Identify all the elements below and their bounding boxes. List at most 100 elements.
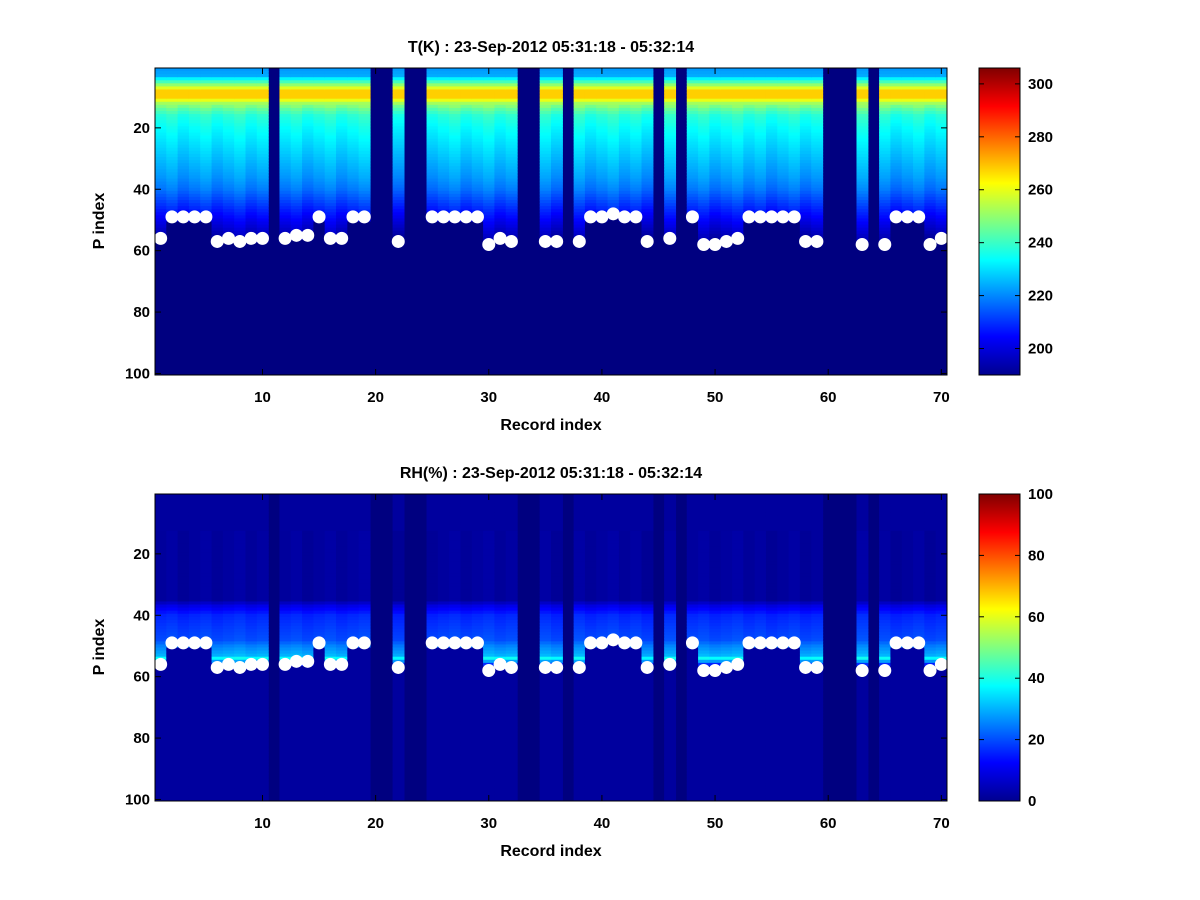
temperature-heatmap-cell [754,252,767,256]
temperature-heatmap-cell [245,307,258,312]
temperature-heatmap-cell [573,332,586,336]
temperature-heatmap-cell [584,150,597,155]
temperature-heatmap-cell [573,172,586,177]
temperature-heatmap-cell [324,206,337,210]
temperature-heatmap-cell [630,258,643,263]
temperature-heatmap-cell [686,187,699,192]
temperature-heatmap-cell [290,200,303,204]
temperature-heatmap-cell [471,227,484,232]
temperature-heatmap-cell [788,365,801,370]
temperature-heatmap-cell [505,328,518,333]
temperature-heatmap-cell [234,249,247,253]
temperature-heatmap-cell [437,147,450,152]
temperature-heatmap-cell [290,242,303,247]
temperature-heatmap-cell [596,350,609,355]
temperature-heatmap-cell [754,123,767,127]
temperature-heatmap-cell [618,347,631,352]
temperature-heatmap-cell [437,295,450,299]
temperature-heatmap-cell [584,233,597,238]
temperature-heatmap-cell [641,362,654,367]
temperature-heatmap-cell [460,160,473,164]
temperature-heatmap-cell [799,114,812,118]
temperature-heatmap-cell [211,150,224,155]
temperature-heatmap-cell [630,236,643,241]
temperature-heatmap-cell [596,126,609,130]
temperature-heatmap-cell [200,233,213,238]
temperature-heatmap-cell [471,141,484,146]
temperature-heatmap-cell [166,86,179,91]
temperature-heatmap-cell [573,249,586,253]
temperature-heatmap-cell [449,187,462,192]
temperature-heatmap-cell [573,356,586,361]
temperature-heatmap-cell [426,206,439,210]
temperature-heatmap-cell [505,292,518,296]
temperature-heatmap-cell [664,68,677,72]
temperature-heatmap-cell [313,236,326,241]
temperature-heatmap-cell [630,175,643,180]
temperature-heatmap-cell [437,365,450,370]
temperature-heatmap-cell [177,80,190,84]
temperature-heatmap-cell [551,101,563,106]
temperature-heatmap-cell [155,279,167,284]
temperature-heatmap-cell [698,267,710,272]
temperature-heatmap-cell [302,273,314,278]
temperature-heatmap-cell [698,101,710,106]
temperature-heatmap-cell [426,92,439,97]
temperature-heatmap-cell [732,301,744,305]
temperature-heatmap-cell [618,190,631,195]
temperature-heatmap-cell [347,316,360,321]
temperature-heatmap-cell [754,365,767,370]
temperature-heatmap-cell [245,304,258,309]
temperature-heatmap-cell [234,332,247,336]
temperature-heatmap-cell [188,129,201,134]
temperature-heatmap-cell [426,298,439,302]
temperature-heatmap-cell [155,322,167,327]
temperature-heatmap-cell [211,68,224,72]
temperature-heatmap-cell [302,310,314,315]
temperature-heatmap-cell [449,264,462,269]
temperature-heatmap-cell [630,110,643,115]
temperature-heatmap-cell [188,242,201,247]
temperature-heatmap-cell [856,92,869,97]
temperature-heatmap-cell [799,261,812,266]
temperature-heatmap-cell [471,264,484,269]
temperature-heatmap-cell [324,273,337,278]
temperature-heatmap-cell [811,104,824,109]
temperature-heatmap-cell [188,181,201,186]
temperature-heatmap-cell [313,338,326,342]
temperature-heatmap-cell [732,190,744,195]
temperature-heatmap-cell [607,258,620,263]
temperature-heatmap-cell [483,200,496,204]
temperature-heatmap-cell [256,187,269,192]
temperature-heatmap-cell [471,132,484,137]
temperature-heatmap-cell [347,310,360,315]
temperature-heatmap-cell [811,203,824,207]
temperature-heatmap-cell [607,227,620,232]
temperature-heatmap-cell [777,365,790,370]
temperature-heatmap-cell [437,74,450,78]
temperature-heatmap-cell [256,365,269,370]
temperature-heatmap-cell [732,270,744,275]
temperature-heatmap-cell [200,193,213,198]
temperature-heatmap-cell [811,196,824,201]
temperature-heatmap-cell [460,261,473,266]
temperature-heatmap-cell [811,132,824,137]
temperature-heatmap-cell [618,83,631,88]
temperature-heatmap-cell [426,200,439,204]
temperature-heatmap-cell [573,264,586,269]
temperature-heatmap-cell [698,157,710,161]
temperature-heatmap-cell [211,365,224,370]
temperature-heatmap-cell [211,322,224,327]
temperature-heatmap-cell [664,310,677,315]
temperature-heatmap-cell [155,344,167,348]
temperature-heatmap-cell [234,230,247,235]
temperature-heatmap-cell [720,172,733,177]
temperature-heatmap-cell [596,98,609,103]
temperature-heatmap-cell [698,289,710,293]
temperature-heatmap-cell [551,335,563,339]
temperature-heatmap-cell [698,107,710,112]
temperature-heatmap-cell [302,187,314,192]
temperature-heatmap-cell [641,347,654,352]
temperature-heatmap-cell [743,77,756,81]
temperature-heatmap-cell [494,325,507,330]
